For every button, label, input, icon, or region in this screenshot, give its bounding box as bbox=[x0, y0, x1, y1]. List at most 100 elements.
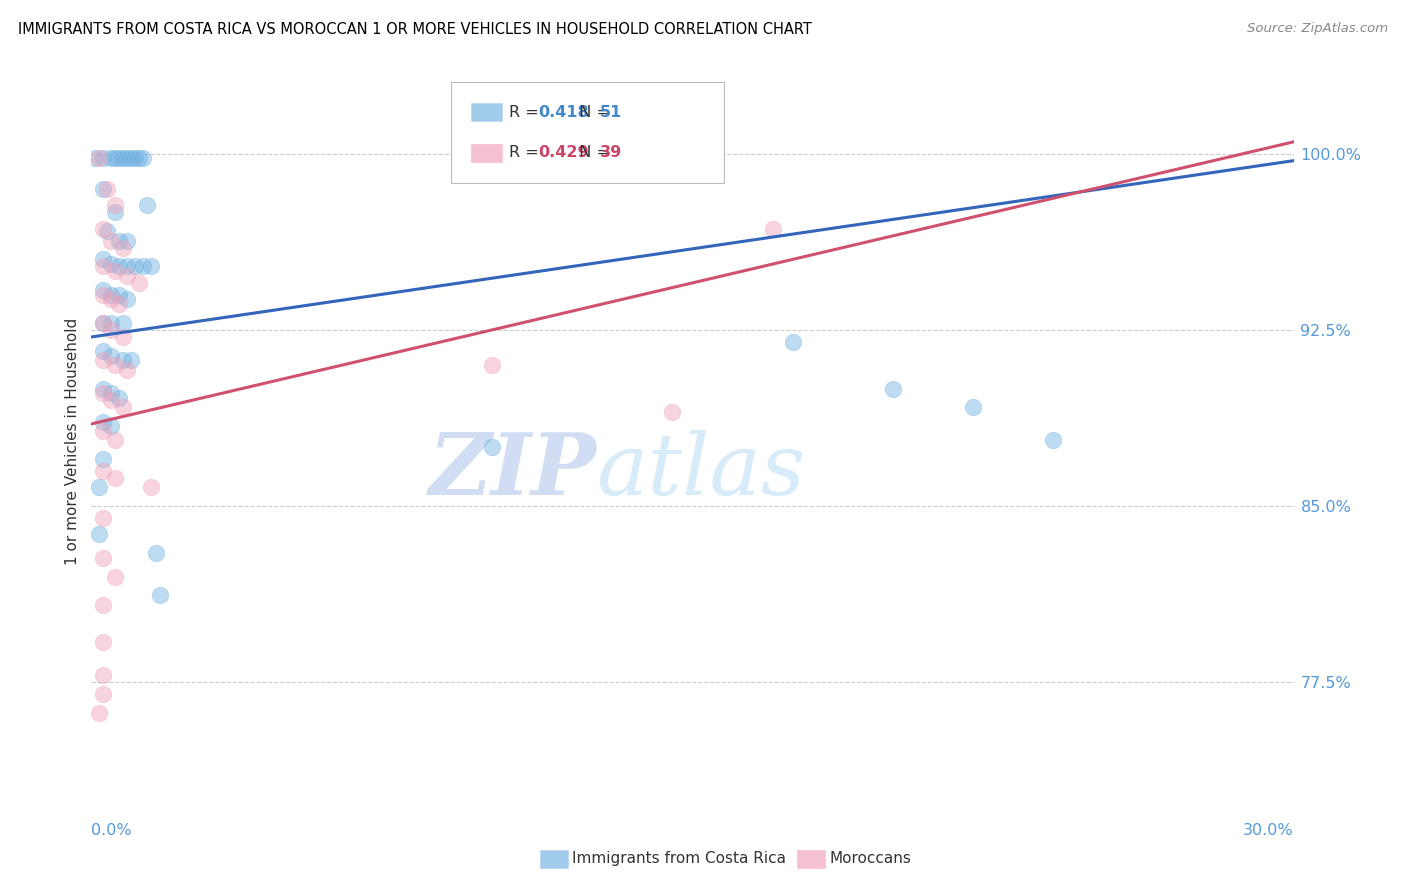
Point bbox=[117, 293, 139, 307]
Point bbox=[108, 260, 131, 274]
Point bbox=[100, 316, 122, 330]
Point bbox=[93, 550, 115, 565]
Point bbox=[121, 151, 143, 165]
Point bbox=[132, 260, 155, 274]
Point bbox=[104, 205, 127, 219]
Point bbox=[602, 151, 624, 165]
Text: Immigrants from Costa Rica: Immigrants from Costa Rica bbox=[572, 851, 786, 865]
Point bbox=[100, 419, 122, 434]
Point bbox=[121, 353, 143, 368]
Point bbox=[100, 257, 122, 271]
Point bbox=[93, 287, 115, 301]
Point bbox=[112, 353, 135, 368]
Point bbox=[100, 349, 122, 363]
Point bbox=[108, 287, 131, 301]
Point bbox=[93, 598, 115, 612]
Point bbox=[100, 386, 122, 401]
Point bbox=[89, 527, 111, 541]
Y-axis label: 1 or more Vehicles in Household: 1 or more Vehicles in Household bbox=[65, 318, 80, 566]
Point bbox=[124, 151, 146, 165]
Text: 0.429: 0.429 bbox=[538, 145, 589, 161]
Point bbox=[141, 480, 163, 494]
Point bbox=[93, 344, 115, 359]
Point bbox=[93, 386, 115, 401]
Text: IMMIGRANTS FROM COSTA RICA VS MOROCCAN 1 OR MORE VEHICLES IN HOUSEHOLD CORRELATI: IMMIGRANTS FROM COSTA RICA VS MOROCCAN 1… bbox=[18, 22, 813, 37]
Point bbox=[128, 276, 150, 290]
Point bbox=[104, 471, 127, 485]
Point bbox=[93, 511, 115, 525]
Point bbox=[112, 241, 135, 255]
Text: R =: R = bbox=[509, 145, 544, 161]
Point bbox=[117, 234, 139, 248]
Point bbox=[93, 687, 115, 701]
Text: R =: R = bbox=[509, 104, 544, 120]
Point bbox=[1042, 434, 1064, 448]
Point bbox=[93, 382, 115, 396]
Point bbox=[128, 151, 150, 165]
Point bbox=[124, 260, 146, 274]
Point bbox=[882, 382, 904, 396]
Point bbox=[962, 401, 984, 415]
Point bbox=[89, 151, 111, 165]
Point bbox=[93, 182, 115, 196]
Point bbox=[93, 353, 115, 368]
Point bbox=[93, 222, 115, 236]
Point bbox=[141, 260, 163, 274]
Point bbox=[100, 234, 122, 248]
Point bbox=[145, 546, 167, 560]
Text: N =: N = bbox=[569, 145, 616, 161]
Text: Source: ZipAtlas.com: Source: ZipAtlas.com bbox=[1247, 22, 1388, 36]
Text: 0.0%: 0.0% bbox=[91, 823, 132, 838]
Point bbox=[602, 165, 624, 179]
Point bbox=[93, 452, 115, 467]
Point bbox=[136, 198, 159, 212]
Point bbox=[117, 268, 139, 283]
Point bbox=[93, 252, 115, 267]
Point bbox=[96, 224, 118, 238]
Point bbox=[117, 363, 139, 377]
Text: N =: N = bbox=[569, 104, 616, 120]
Text: 0.418: 0.418 bbox=[538, 104, 589, 120]
Point bbox=[132, 151, 155, 165]
Point bbox=[112, 330, 135, 344]
Point bbox=[93, 464, 115, 478]
Point bbox=[93, 151, 115, 165]
Text: ZIP: ZIP bbox=[429, 429, 596, 513]
Text: 39: 39 bbox=[600, 145, 623, 161]
Point bbox=[84, 151, 107, 165]
Text: 30.0%: 30.0% bbox=[1243, 823, 1294, 838]
Point bbox=[117, 260, 139, 274]
Text: 51: 51 bbox=[600, 104, 623, 120]
Point bbox=[108, 297, 131, 311]
Point bbox=[104, 264, 127, 278]
Point bbox=[481, 358, 503, 372]
Point bbox=[112, 151, 135, 165]
Point bbox=[762, 222, 785, 236]
Point bbox=[148, 589, 170, 603]
Text: atlas: atlas bbox=[596, 430, 806, 513]
Point bbox=[89, 480, 111, 494]
Point bbox=[782, 334, 804, 349]
Point bbox=[104, 434, 127, 448]
Point bbox=[481, 441, 503, 455]
Point bbox=[104, 151, 127, 165]
Point bbox=[93, 635, 115, 649]
Point bbox=[104, 358, 127, 372]
Point bbox=[108, 234, 131, 248]
Point bbox=[100, 293, 122, 307]
Point bbox=[661, 405, 683, 419]
Point bbox=[100, 151, 122, 165]
Point bbox=[89, 706, 111, 720]
Point bbox=[93, 283, 115, 297]
Point bbox=[100, 393, 122, 408]
Point bbox=[93, 316, 115, 330]
Point bbox=[117, 151, 139, 165]
Point bbox=[93, 424, 115, 438]
Point bbox=[96, 182, 118, 196]
Point bbox=[108, 391, 131, 405]
Point bbox=[104, 570, 127, 584]
Point bbox=[93, 316, 115, 330]
Point bbox=[93, 415, 115, 429]
Point bbox=[112, 316, 135, 330]
Point bbox=[108, 151, 131, 165]
